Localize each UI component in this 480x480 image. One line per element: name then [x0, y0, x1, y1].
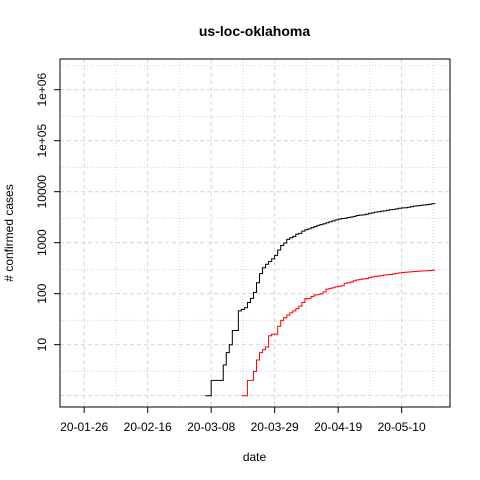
x-tick-label: 20-04-19	[314, 420, 362, 434]
y-tick-label: 100	[35, 283, 49, 303]
x-tick-label: 20-05-10	[378, 420, 426, 434]
x-axis: 20-01-26 20-02-16 20-03-08 20-03-29 20-04-19…	[60, 407, 426, 434]
y-axis-label: # confirmed cases	[2, 184, 16, 281]
x-tick-label: 20-02-16	[124, 420, 172, 434]
series-line-1	[205, 203, 436, 397]
y-tick-label: 10	[35, 338, 49, 352]
chart-title: us-loc-oklahoma	[199, 23, 310, 39]
y-axis: 10 100 1000 10000 1e+05 1e+06	[35, 73, 60, 352]
x-tick-label: 20-01-26	[60, 420, 108, 434]
x-axis-label: date	[243, 450, 267, 464]
plot-frame	[59, 58, 451, 408]
x-tick-label: 20-03-08	[187, 420, 235, 434]
y-tick-label: 1e+06	[35, 73, 49, 107]
x-tick-label: 20-03-29	[251, 420, 299, 434]
series-line-2	[241, 269, 436, 397]
series-layer	[205, 203, 436, 397]
grid	[60, 59, 450, 407]
y-tick-label: 1e+05	[35, 124, 49, 158]
y-tick-label: 1000	[35, 229, 49, 256]
y-tick-label: 10000	[35, 175, 49, 209]
